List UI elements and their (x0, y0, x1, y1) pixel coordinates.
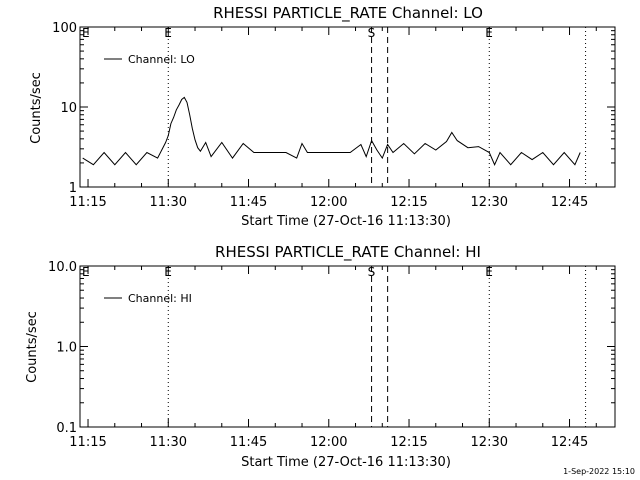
footer-timestamp: 1-Sep-2022 15:10 (563, 467, 635, 476)
x-tick-label: 12:15 (390, 195, 427, 210)
x-tick-label: 12:45 (551, 195, 588, 210)
time-marker-label: E (485, 265, 493, 279)
y-tick-label: 0.1 (56, 421, 77, 436)
chart-title: RHESSI PARTICLE_RATE Channel: HI (215, 243, 481, 262)
x-tick-label: 11:30 (150, 435, 187, 450)
chart-title: RHESSI PARTICLE_RATE Channel: LO (213, 4, 483, 23)
x-tick-label: 12:45 (551, 435, 588, 450)
y-tick-label: 1.0 (56, 341, 77, 356)
y-axis-label: Counts/sec (25, 311, 40, 383)
x-tick-label: 11:45 (230, 195, 267, 210)
time-marker-label: S (368, 265, 376, 279)
x-tick-label: 12:30 (471, 435, 508, 450)
time-marker-label: E (82, 265, 90, 279)
time-marker-label: E (164, 265, 172, 279)
x-tick-label: 12:00 (310, 195, 347, 210)
legend-label: Channel: HI (128, 292, 192, 305)
y-tick-label: 10 (60, 101, 77, 116)
time-marker-label: E (485, 26, 493, 40)
time-marker-label: E (82, 26, 90, 40)
x-tick-label: 12:00 (310, 435, 347, 450)
hi-channel-panel: RHESSI PARTICLE_RATE Channel: HI Counts/… (25, 243, 616, 470)
y-tick-label: 100 (52, 21, 77, 36)
lo-channel-panel: RHESSI PARTICLE_RATE Channel: LO Counts/… (29, 4, 616, 229)
y-tick-label: 1 (69, 181, 77, 196)
time-marker-label: S (368, 26, 376, 40)
x-tick-label: 12:15 (390, 435, 427, 450)
y-tick-label: 10.0 (48, 260, 77, 275)
x-tick-label: 11:45 (230, 435, 267, 450)
plot-frame (79, 265, 616, 428)
y-axis-label: Counts/sec (29, 72, 44, 144)
plot-frame (79, 26, 616, 188)
x-axis-label: Start Time (27-Oct-16 11:13:30) (241, 455, 451, 470)
data-series-line (82, 96, 581, 166)
x-tick-label: 11:30 (150, 195, 187, 210)
x-tick-label: 11:15 (69, 435, 106, 450)
x-tick-label: 12:30 (471, 195, 508, 210)
time-marker-label: E (164, 26, 172, 40)
legend-label: Channel: LO (128, 53, 195, 66)
x-axis-label: Start Time (27-Oct-16 11:13:30) (241, 214, 451, 229)
x-tick-label: 11:15 (69, 195, 106, 210)
